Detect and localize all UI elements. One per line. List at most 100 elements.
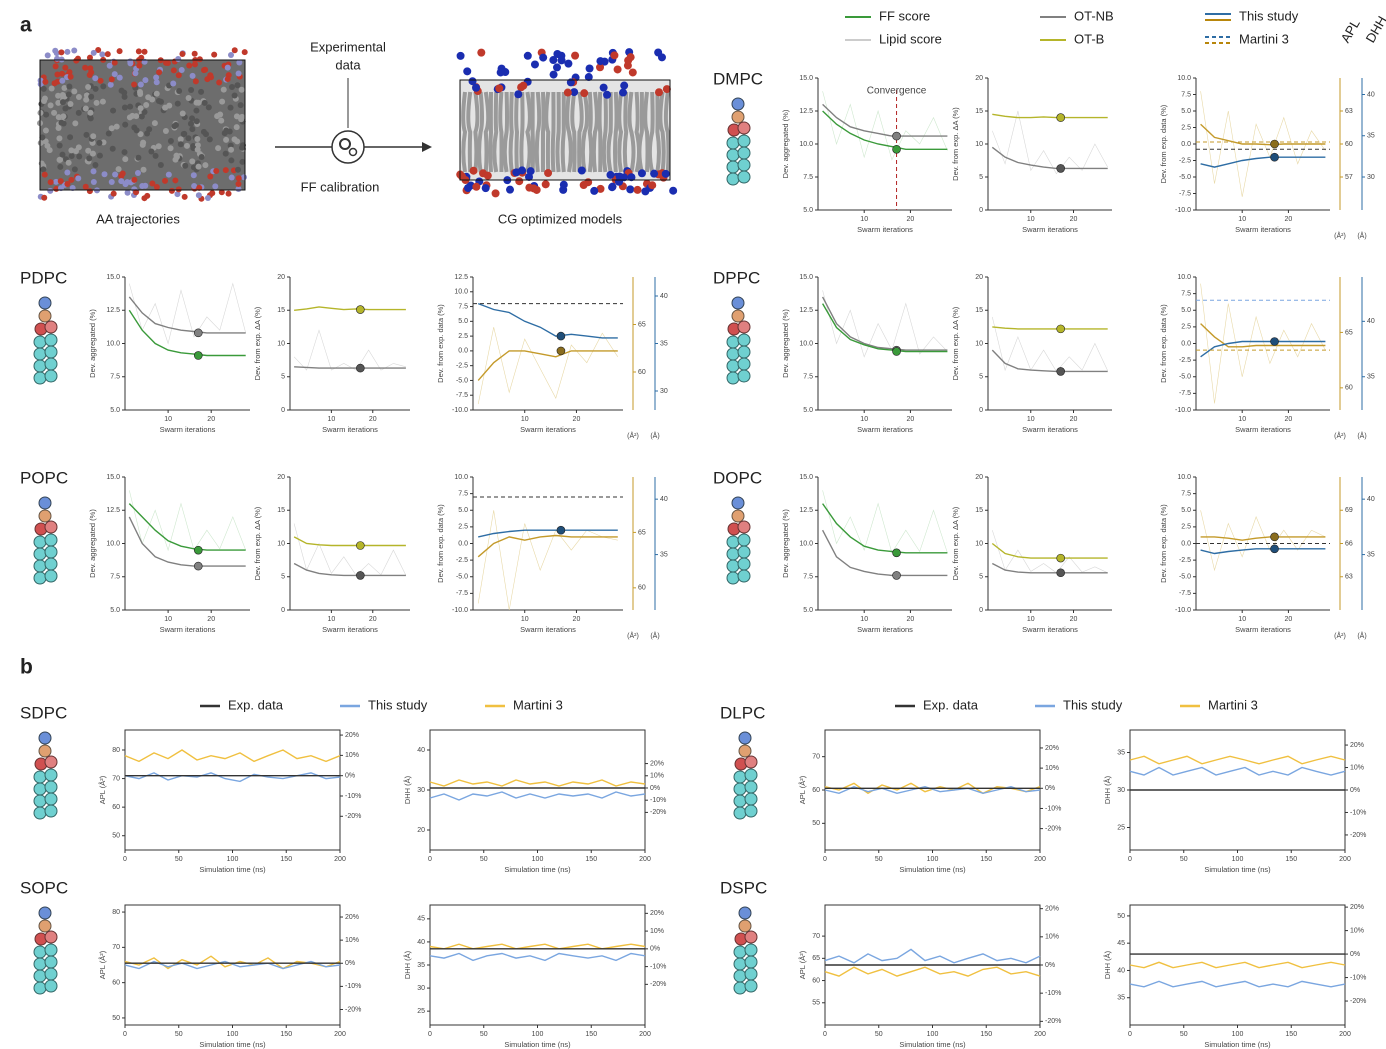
x-axis-label: Swarm iterations — [1022, 225, 1078, 234]
tail — [514, 91, 520, 173]
x-tick-label: 10 — [164, 616, 172, 623]
bead — [613, 65, 622, 74]
atom — [101, 171, 108, 178]
atom — [137, 91, 144, 98]
bead — [44, 320, 58, 334]
atom — [175, 72, 182, 79]
atom — [44, 142, 51, 149]
atom — [177, 141, 184, 148]
plot-frame — [124, 729, 341, 851]
atom — [195, 192, 202, 199]
bead — [477, 48, 486, 57]
y-tick-label: -7.5 — [1179, 190, 1191, 197]
atom — [215, 145, 222, 152]
tail — [617, 91, 624, 173]
x-axis-label: Swarm iterations — [322, 425, 378, 434]
atom — [60, 113, 67, 120]
atom — [127, 103, 134, 110]
x-tick-label: 150 — [585, 856, 597, 863]
atom — [104, 51, 111, 58]
bead — [33, 969, 47, 983]
bead — [33, 806, 47, 820]
bead — [38, 744, 52, 758]
bead — [585, 64, 594, 73]
x-tick-label: 20 — [369, 616, 377, 623]
x-tick-label: 0 — [123, 1031, 127, 1038]
lipid-icon — [726, 496, 751, 585]
bead — [733, 806, 747, 820]
x-tick-label: 100 — [227, 856, 239, 863]
y-tick-label: 40 — [417, 747, 425, 754]
y-axis-label: Dev. from exp. data (%) — [436, 504, 445, 583]
y-tick-label: -5.0 — [1179, 574, 1191, 581]
tail — [473, 91, 480, 173]
tail — [560, 91, 566, 173]
x-axis-label: Simulation time (ns) — [899, 1040, 966, 1049]
atom — [112, 171, 119, 178]
bead — [661, 169, 670, 178]
y-tick-label: -2.5 — [456, 363, 468, 370]
plot-frame — [429, 729, 646, 851]
x-axis-label: Simulation time (ns) — [199, 865, 266, 874]
atom — [67, 101, 74, 108]
atom — [106, 62, 113, 69]
y-tick-label: 15.0 — [799, 274, 813, 281]
atom — [90, 133, 97, 140]
legend-label: Exp. data — [923, 697, 979, 712]
atom — [141, 109, 148, 116]
y-tick-label: 5 — [979, 374, 983, 381]
lipid-label: DOPC — [713, 468, 762, 487]
y2-tick-label: -10% — [345, 793, 361, 800]
bead — [726, 335, 740, 349]
bead — [608, 183, 617, 192]
atom — [206, 136, 213, 143]
lipid-icon — [33, 906, 58, 995]
y-tick-label: 2.5 — [1181, 324, 1191, 331]
atom — [89, 150, 96, 157]
y2-tick-label: -10% — [650, 963, 666, 970]
atom — [194, 135, 201, 142]
bead — [737, 533, 751, 547]
atom — [57, 178, 64, 185]
x-tick-label: 0 — [123, 856, 127, 863]
bead — [577, 166, 586, 175]
y2-tick-label: 40 — [1367, 496, 1375, 503]
atom — [68, 147, 75, 154]
atom — [153, 184, 160, 191]
x-axis-label: Swarm iterations — [520, 625, 576, 634]
y2-tick-label: -20% — [1045, 1018, 1061, 1025]
atom — [67, 73, 74, 80]
series-line — [992, 530, 1108, 574]
bead — [737, 369, 751, 383]
y-tick-label: -5.0 — [1179, 174, 1191, 181]
atom — [234, 82, 241, 89]
atom — [56, 135, 63, 142]
series-line — [822, 103, 948, 137]
y2-tick-label: 60 — [1345, 141, 1353, 148]
y2-axis-label: (Å) — [650, 631, 659, 640]
x-tick-label: 10 — [164, 416, 172, 423]
x-tick-label: 200 — [334, 856, 346, 863]
atom — [170, 80, 177, 87]
y-axis-label: DHH (Å) — [1103, 950, 1112, 979]
atom — [192, 61, 199, 68]
x-tick-label: 200 — [1339, 856, 1351, 863]
y2-tick-label: 35 — [1367, 551, 1375, 558]
bead — [737, 134, 751, 148]
bead — [733, 782, 747, 796]
legend-label: Martini 3 — [1208, 697, 1258, 712]
atom — [62, 64, 69, 71]
y-tick-label: 10 — [277, 540, 285, 547]
atom — [121, 149, 128, 156]
plot-frame — [124, 904, 341, 1026]
tail — [577, 91, 584, 173]
y-tick-label: 10.0 — [106, 540, 120, 547]
marker — [556, 331, 566, 341]
atom — [133, 189, 140, 196]
atom — [238, 86, 245, 93]
y-axis-label: Dev. from exp. ΔA (%) — [253, 506, 262, 580]
y-axis-label: Dev. from exp. ΔA (%) — [951, 107, 960, 181]
atom — [133, 127, 140, 134]
atom — [82, 183, 89, 190]
y-axis-label: DHH (Å) — [1103, 775, 1112, 804]
